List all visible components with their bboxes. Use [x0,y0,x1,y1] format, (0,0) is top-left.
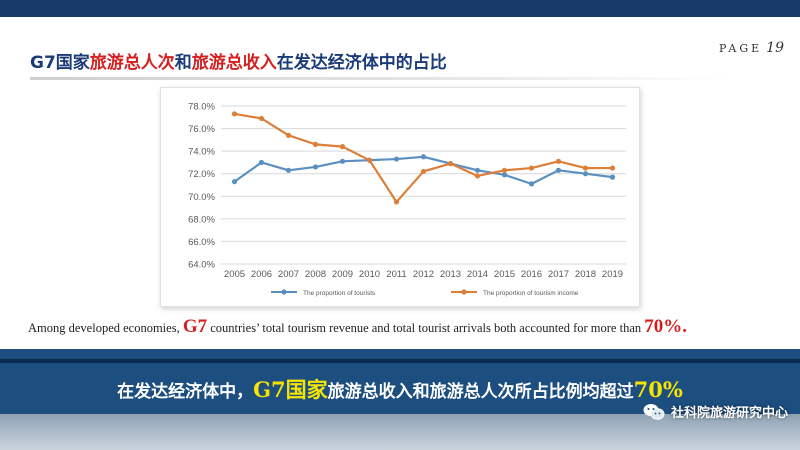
wechat-icon [643,403,665,421]
x-tick-label: 2015 [494,269,515,280]
x-tick-label: 2013 [440,269,461,280]
title-part-share: 在发达经济体中的占比 [276,53,447,73]
data-point [420,154,427,160]
data-point [258,115,265,122]
data-point [501,167,508,173]
legend-label: The proportion of tourists [303,290,376,297]
title-part-and: 和 [174,53,192,73]
data-point [609,174,616,180]
legend-marker [461,289,467,295]
data-point [312,164,319,170]
y-tick-label: 74.0% [188,147,215,158]
data-point [555,167,562,173]
x-tick-label: 2016 [521,269,542,280]
legend-label: The proportion of tourism income [483,290,579,297]
banner-text: 在发达经济体中，G7国家旅游总收入和旅游总人次所占比例均超过70% [0,374,800,404]
watermark: 社科院旅游研究中心 [643,402,788,421]
page-number: PAGE 19 [719,40,784,56]
data-point [231,179,238,185]
data-point [501,172,508,178]
data-point [420,168,427,175]
data-point [285,132,292,138]
data-point [339,158,346,164]
header-bar [0,0,800,17]
legend-marker [281,289,287,295]
data-point [582,171,589,177]
data-point [555,158,562,164]
data-point [366,157,373,163]
slide-title: G7国家旅游总人次和旅游总收入在发达经济体中的占比 [30,48,447,73]
caption-text-2: countries’ total tourism revenue and tot… [207,321,645,335]
title-part-g7: G7国家 [30,53,90,73]
x-tick-label: 2008 [305,269,326,280]
x-tick-label: 2005 [224,269,245,280]
page-label: PAGE [719,42,763,55]
bottom-banner: 在发达经济体中，G7国家旅游总收入和旅游总人次所占比例均超过70% [0,349,800,450]
english-caption: Among developed economies, G7 countries’… [28,316,687,338]
x-tick-label: 2009 [332,269,353,280]
x-tick-label: 2011 [386,269,406,280]
banner-percent: 70% [633,377,683,402]
y-tick-label: 76.0% [188,124,215,135]
data-point [312,141,319,147]
caption-g7: G7 [182,316,208,337]
data-point [231,111,238,117]
data-point [339,144,346,150]
watermark-text: 社科院旅游研究中心 [670,406,788,421]
x-tick-label: 2006 [251,269,272,280]
y-tick-label: 66.0% [188,237,215,248]
banner-background-photo [0,414,800,450]
banner-text-1: 在发达经济体中， [117,382,254,402]
y-tick-label: 78.0% [188,102,215,113]
data-point [447,160,454,167]
y-tick-label: 70.0% [188,192,215,203]
page-number-value: 19 [766,40,784,56]
data-point [528,181,535,187]
y-tick-label: 72.0% [188,169,215,180]
data-point [285,167,292,173]
caption-percent: 70%. [644,316,687,337]
data-point [258,159,265,166]
title-underline [30,77,730,80]
data-point [474,173,481,179]
x-tick-label: 2012 [413,269,434,280]
x-tick-label: 2017 [548,269,569,280]
data-point [528,165,535,171]
line-chart: 64.0% 66.0% 68.0% 70.0% 72.0% 74.0% 76.0% 78.0%… [188,102,626,297]
y-tick-label: 68.0% [188,214,215,225]
x-tick-label: 2010 [359,269,380,280]
data-point [609,165,616,171]
banner-divider [0,359,800,363]
title-part-income: 旅游总收入 [191,53,277,73]
banner-text-2: 旅游总收入和旅游总人次所占比例均超过 [327,382,634,402]
title-part-tourists: 旅游总人次 [89,53,175,73]
banner-g7: G7国家 [253,377,328,402]
data-point [393,156,400,162]
chart-container: 64.0% 66.0% 68.0% 70.0% 72.0% 74.0% 76.0% 78.0%… [160,87,640,307]
y-tick-label: 64.0% [188,260,215,271]
x-tick-label: 2007 [278,269,299,280]
data-point [393,199,400,205]
x-tick-label: 2019 [602,269,623,280]
x-tick-label: 2014 [467,269,488,280]
caption-text-1: Among developed economies, [28,321,183,335]
data-point [582,165,589,171]
x-tick-label: 2018 [575,269,596,280]
data-point [474,167,481,173]
